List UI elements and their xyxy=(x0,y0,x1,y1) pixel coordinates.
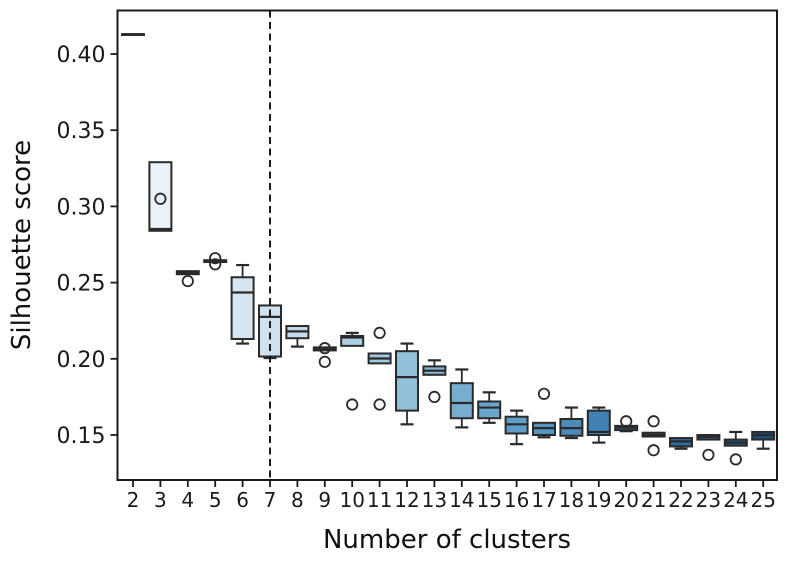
box-cluster-19 xyxy=(586,406,611,444)
outlier-point xyxy=(702,448,715,461)
outlier-point xyxy=(537,387,551,400)
box-rect xyxy=(449,382,474,420)
x-tick-label: 21 xyxy=(641,488,666,512)
x-tick-label: 25 xyxy=(750,488,775,512)
x-tick-label: 5 xyxy=(209,488,222,512)
box-cluster-13 xyxy=(422,359,447,403)
axes-layer: 0.150.200.250.300.350.402 3 4 5 6 7 8 9 10 11 12 13… xyxy=(57,9,778,512)
box-cluster-10 xyxy=(340,331,365,411)
x-tick-label: 2 xyxy=(127,488,140,512)
box-cluster-24 xyxy=(723,430,748,466)
box-cluster-9 xyxy=(312,342,337,368)
outlier-point xyxy=(373,398,386,411)
y-tick-label: 0.30 xyxy=(57,195,106,220)
box-rect xyxy=(340,334,365,347)
box-cluster-20 xyxy=(614,415,639,433)
x-tick-label: 15 xyxy=(476,488,501,512)
x-tick-label: 17 xyxy=(531,488,556,512)
y-tick-label: 0.15 xyxy=(57,424,106,449)
box-cluster-22 xyxy=(669,437,693,450)
x-tick-label: 23 xyxy=(696,488,721,512)
box-cluster-3 xyxy=(148,161,173,232)
x-tick-label: 3 xyxy=(154,488,167,512)
y-tick-label: 0.35 xyxy=(57,119,106,144)
x-tick-label: 14 xyxy=(449,488,474,512)
outlier-point xyxy=(647,415,660,428)
y-tick-label: 0.20 xyxy=(57,348,106,373)
box-cluster-17 xyxy=(532,387,556,439)
x-tick-label: 24 xyxy=(723,488,748,512)
x-tick-label: 10 xyxy=(339,488,364,512)
x-tick-label: 6 xyxy=(236,488,249,512)
plot-frame xyxy=(116,9,778,481)
box-cluster-12 xyxy=(395,342,419,426)
x-tick-label: 9 xyxy=(318,488,331,512)
outlier-point xyxy=(373,326,386,339)
box-cluster-5 xyxy=(203,252,228,271)
box-cluster-4 xyxy=(175,270,200,288)
outlier-point xyxy=(318,355,331,368)
x-tick-label: 20 xyxy=(613,488,638,512)
x-tick-label: 13 xyxy=(422,488,447,512)
y-tick-label: 0.40 xyxy=(57,43,106,68)
x-axis-label: Number of clusters xyxy=(323,525,571,555)
box-rect xyxy=(148,161,173,232)
outlier-point xyxy=(647,444,660,457)
box-cluster-25 xyxy=(751,430,776,450)
x-tick-label: 12 xyxy=(394,488,419,512)
box-rect xyxy=(477,400,502,420)
outlier-point xyxy=(620,415,633,428)
x-tick-label: 7 xyxy=(264,488,277,512)
box-cluster-16 xyxy=(504,409,529,446)
box-rect xyxy=(395,350,419,412)
box-cluster-23 xyxy=(696,434,721,461)
x-tick-label: 8 xyxy=(291,488,304,512)
x-tick-label: 19 xyxy=(586,488,611,512)
box-cluster-14 xyxy=(449,368,474,429)
outlier-point xyxy=(154,192,167,205)
x-tick-label: 16 xyxy=(504,488,529,512)
box-cluster-15 xyxy=(477,391,502,424)
boxes-layer xyxy=(121,33,776,466)
outlier-point xyxy=(209,258,222,271)
outlier-point xyxy=(428,390,441,403)
box-cluster-11 xyxy=(367,326,392,411)
x-tick-label: 4 xyxy=(181,488,194,512)
box-rect xyxy=(586,409,611,436)
box-rect xyxy=(230,276,255,340)
outlier-point xyxy=(181,274,194,288)
box-cluster-2 xyxy=(121,33,145,36)
outlier-point xyxy=(729,453,742,466)
y-axis-label: Silhouette score xyxy=(7,140,37,350)
outlier-point xyxy=(209,252,222,265)
x-tick-label: 22 xyxy=(668,488,693,512)
box-cluster-18 xyxy=(559,406,584,440)
box-cluster-21 xyxy=(641,415,666,457)
box-cluster-6 xyxy=(230,263,255,345)
x-tick-label: 18 xyxy=(559,488,584,512)
outlier-point xyxy=(346,398,359,411)
box-cluster-8 xyxy=(285,325,310,348)
outlier-point xyxy=(318,342,331,355)
y-tick-label: 0.25 xyxy=(57,272,106,297)
x-tick-label: 11 xyxy=(367,488,392,512)
